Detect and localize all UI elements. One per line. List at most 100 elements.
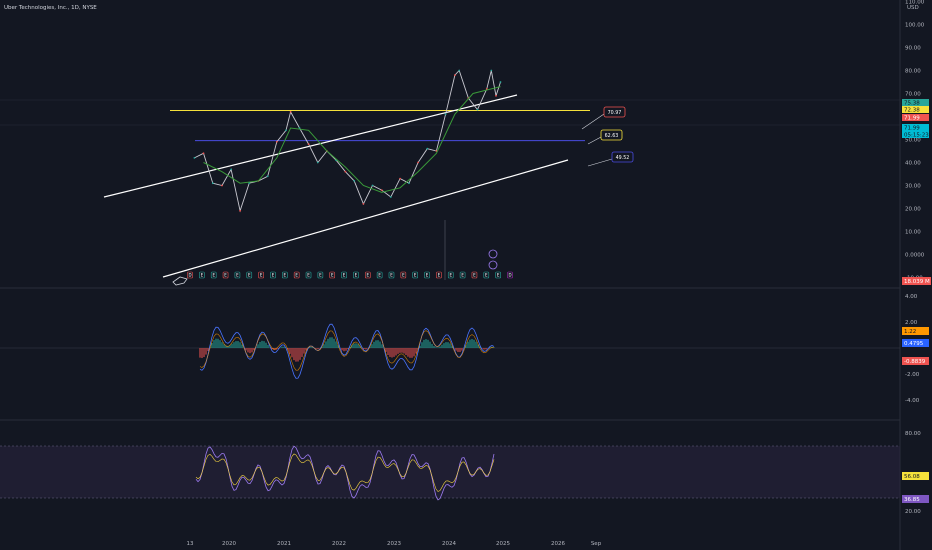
earnings-marker[interactable]: [436, 271, 442, 279]
annotation-arrow: [587, 136, 602, 145]
event-marker-label: E: [201, 273, 204, 278]
symbol-title: Uber Technologies, Inc., 1D, NYSE: [4, 5, 97, 11]
dividend-marker[interactable]: [187, 271, 193, 279]
event-marker-label: D: [508, 273, 511, 278]
price-point: [485, 88, 488, 90]
macd-value-tag-label: -0.8839: [904, 359, 926, 365]
price-series: [193, 69, 502, 280]
earnings-marker[interactable]: [210, 271, 217, 279]
rsi-value-tag-label: 56.08: [904, 474, 920, 480]
price-point: [389, 196, 392, 198]
dividend-circle-icon[interactable]: [488, 249, 498, 259]
price-point: [202, 152, 205, 155]
earnings-marker[interactable]: [376, 271, 383, 279]
earnings-marker[interactable]: [364, 271, 371, 279]
price-point: [362, 203, 365, 205]
trendlines[interactable]: [103, 94, 569, 278]
cursor-icon[interactable]: [172, 276, 188, 286]
price-axis-tick-label: 40.00: [905, 161, 921, 167]
event-marker-label: E: [355, 273, 358, 278]
rsi-band: [0, 445, 900, 499]
moving-average-line: [203, 86, 501, 193]
earnings-marker[interactable]: [270, 271, 276, 279]
earnings-marker[interactable]: [199, 271, 205, 279]
price-point: [408, 182, 410, 185]
earnings-marker[interactable]: [282, 271, 288, 279]
annotation-arrow: [581, 113, 605, 130]
price-axis-tick-label: 0.0000: [905, 253, 925, 259]
earnings-marker[interactable]: [305, 271, 312, 279]
price-tag: [902, 124, 929, 131]
earnings-marker[interactable]: [471, 271, 478, 279]
price-axis-tick-label: 100.00: [905, 23, 925, 29]
annotation-arrow: [587, 158, 613, 167]
macd-line: [199, 323, 495, 379]
volume-tag: [902, 277, 931, 285]
price-axis-tick-label: 10.00: [905, 230, 921, 236]
macd-pane: [199, 323, 495, 379]
earnings-marker[interactable]: [317, 271, 324, 279]
rsi-axis-tick-label: 20.00: [905, 509, 921, 515]
price-point: [458, 69, 461, 72]
annotation-box[interactable]: [603, 106, 626, 118]
earnings-marker[interactable]: [234, 271, 241, 279]
earnings-marker[interactable]: [459, 271, 466, 279]
earnings-marker[interactable]: [341, 271, 347, 279]
event-marker-label: E: [272, 273, 275, 278]
macd-value-tag-label: 0.4795: [904, 341, 924, 347]
earnings-marker[interactable]: [258, 271, 264, 279]
horizontal-levels[interactable]: [170, 109, 590, 142]
earnings-marker[interactable]: [447, 271, 454, 279]
price-point: [193, 157, 196, 159]
macd-axis-tick-label: -4.00: [905, 398, 920, 404]
macd-value-tag-label: 1.22: [904, 329, 916, 335]
price-axis-tick-label: 20.00: [905, 207, 921, 213]
macd-value-tag: [902, 357, 929, 365]
price-tag: [902, 131, 929, 138]
earnings-marker[interactable]: [424, 271, 430, 279]
x-axis-tick-label: 2020: [222, 541, 236, 547]
annotation-box[interactable]: [600, 129, 623, 141]
earnings-marker[interactable]: [329, 271, 336, 279]
event-marker-label: E: [212, 273, 215, 278]
event-marker-label: E: [426, 273, 429, 278]
dividend-marker[interactable]: [507, 271, 513, 279]
earnings-marker[interactable]: [353, 271, 359, 279]
price-point: [490, 69, 493, 72]
event-marker-label: E: [378, 273, 381, 278]
rsi-value-tag: [902, 472, 929, 480]
upper-channel-line[interactable]: [103, 94, 518, 198]
rsi-line: [195, 445, 495, 501]
event-marker-label: E: [402, 273, 405, 278]
price-point: [454, 74, 456, 76]
price-point: [426, 147, 429, 150]
price-axis-tick-label: 110.00: [905, 0, 925, 6]
price-point: [499, 81, 502, 83]
dividend-circle-icon[interactable]: [488, 260, 498, 270]
lower-channel-line[interactable]: [162, 159, 569, 278]
currency-label[interactable]: USD: [907, 5, 919, 11]
earnings-marker[interactable]: [400, 271, 407, 279]
earnings-marker[interactable]: [495, 271, 501, 279]
price-point: [316, 161, 319, 164]
annotation-boxes[interactable]: 70.97 62.63 49.52: [581, 106, 634, 167]
macd-signal-line: [199, 330, 495, 371]
x-axis-tick-label: 2026: [551, 541, 565, 547]
earnings-marker[interactable]: [412, 271, 418, 279]
price-axis-tick-label: 80.00: [905, 69, 921, 75]
earnings-marker[interactable]: [388, 271, 395, 279]
annotation-box[interactable]: [611, 151, 634, 163]
earnings-marker[interactable]: [246, 271, 253, 279]
event-marker-label: E: [367, 273, 370, 278]
price-tag-label: 05:15:23: [904, 133, 929, 139]
earnings-marker[interactable]: [483, 271, 490, 279]
event-marker-label: E: [449, 273, 452, 278]
rsi-signal-line: [195, 453, 495, 492]
price-tag-label: 71.99: [904, 126, 920, 132]
earnings-marker[interactable]: [222, 271, 229, 279]
earnings-marker[interactable]: [293, 271, 300, 279]
price-tag: [902, 106, 929, 113]
